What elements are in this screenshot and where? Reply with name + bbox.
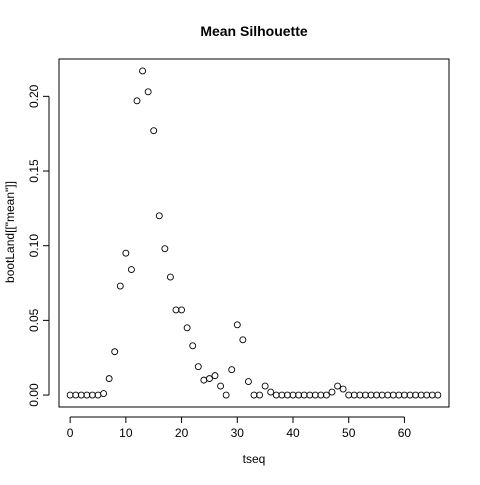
data-point	[205, 375, 213, 383]
y-axis-label: bootLand[["mean"]]	[3, 181, 17, 283]
data-point	[100, 390, 108, 398]
data-point	[233, 321, 241, 329]
data-point	[189, 342, 197, 350]
data-point	[183, 324, 191, 332]
y-axis: 0.00 0.05 0.10 0.15 0.20	[27, 84, 50, 407]
data-point	[328, 388, 336, 396]
data-point	[339, 385, 347, 393]
data-point	[228, 366, 236, 374]
data-point	[244, 378, 252, 386]
y-tick-label: 0.00	[27, 383, 41, 407]
y-tick-label: 0.15	[27, 159, 41, 183]
data-point	[139, 67, 147, 75]
x-tick-label: 0	[67, 426, 74, 440]
data-point	[434, 391, 442, 399]
data-point	[105, 375, 113, 383]
data-point	[144, 88, 152, 96]
y-tick-label: 0.05	[27, 308, 41, 332]
data-point	[111, 348, 119, 356]
data-point	[261, 382, 269, 390]
data-point	[222, 391, 230, 399]
x-tick-label: 50	[342, 426, 356, 440]
data-point	[322, 391, 330, 399]
data-point	[155, 212, 163, 220]
x-tick-label: 20	[175, 426, 189, 440]
x-axis-label: tseq	[243, 452, 266, 466]
data-point	[133, 97, 141, 105]
data-point	[256, 391, 264, 399]
data-point	[334, 382, 342, 390]
data-point	[217, 382, 225, 390]
data-point	[116, 282, 124, 290]
data-point	[127, 266, 135, 274]
y-tick-label: 0.10	[27, 234, 41, 258]
plot-frame	[58, 58, 450, 408]
x-tick-label: 40	[286, 426, 300, 440]
data-point	[161, 245, 169, 253]
data-point	[122, 249, 130, 257]
data-point	[267, 388, 275, 396]
data-points	[66, 67, 442, 399]
data-point	[211, 372, 219, 380]
data-point	[239, 336, 247, 344]
x-axis: 0 10 20 30 40 50 60	[67, 416, 412, 440]
data-point	[166, 273, 174, 281]
data-point	[194, 363, 202, 371]
data-point	[178, 306, 186, 314]
x-tick-label: 60	[398, 426, 412, 440]
y-tick-label: 0.20	[27, 84, 41, 108]
chart-title: Mean Silhouette	[200, 23, 308, 39]
data-point	[150, 127, 158, 135]
x-tick-label: 30	[231, 426, 245, 440]
x-tick-label: 10	[119, 426, 133, 440]
